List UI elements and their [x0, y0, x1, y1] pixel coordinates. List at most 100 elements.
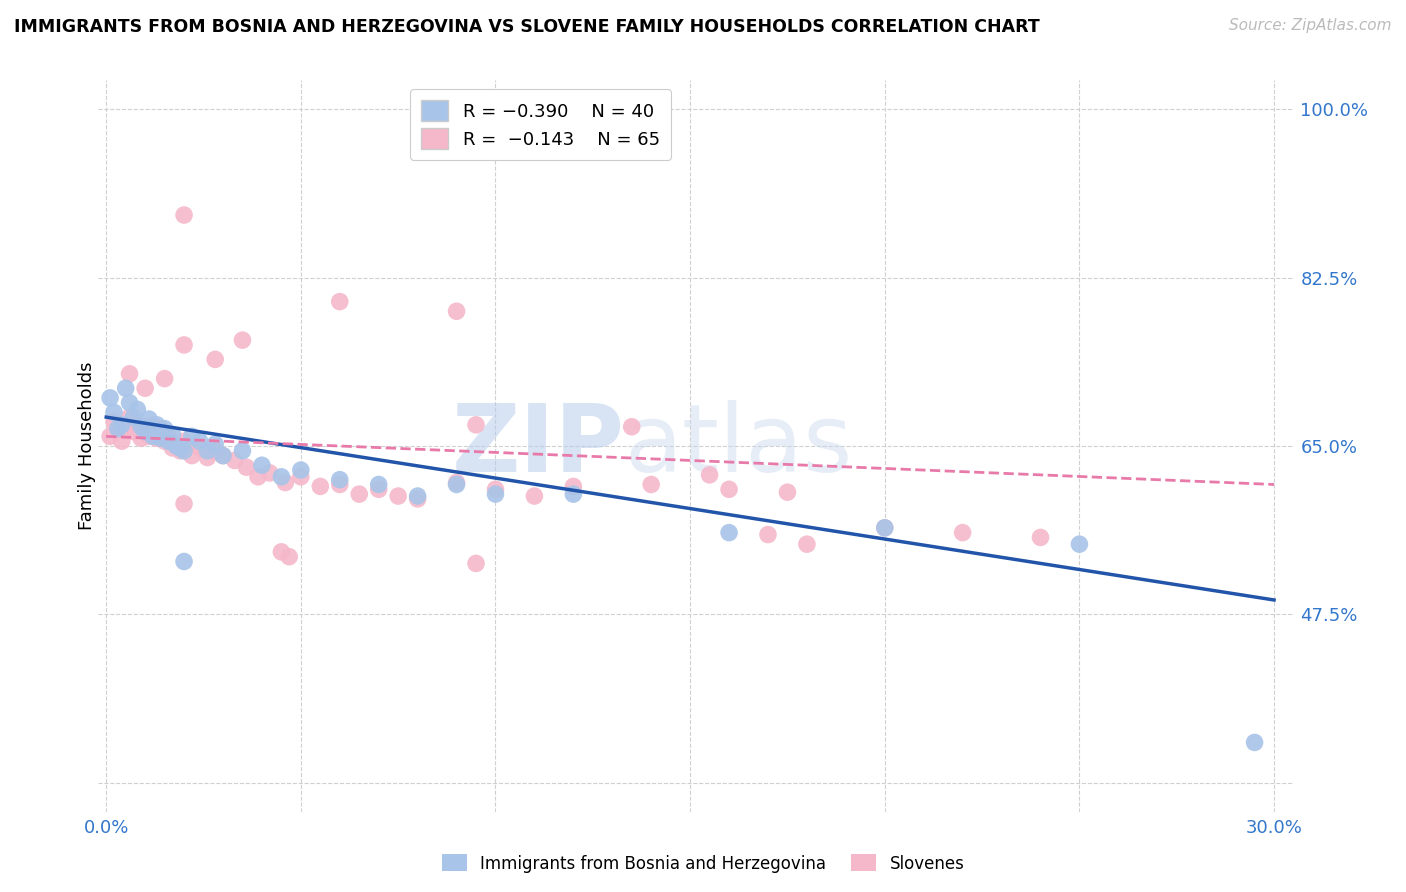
Point	[406, 489, 429, 503]
Point	[278, 549, 301, 564]
Point	[111, 417, 134, 432]
Point	[873, 521, 896, 535]
Point	[142, 417, 165, 432]
Text: IMMIGRANTS FROM BOSNIA AND HERZEGOVINA VS SLOVENE FAMILY HOUSEHOLDS CORRELATION : IMMIGRANTS FROM BOSNIA AND HERZEGOVINA V…	[14, 18, 1040, 36]
Point	[153, 371, 176, 385]
Point	[562, 487, 585, 501]
Legend: R = −0.390    N = 40, R =  −0.143    N = 65: R = −0.390 N = 40, R = −0.143 N = 65	[411, 89, 671, 160]
Point	[142, 429, 165, 443]
Point	[127, 417, 149, 432]
Point	[173, 497, 195, 511]
Point	[157, 434, 180, 449]
Point	[180, 449, 202, 463]
Point	[465, 417, 488, 432]
Point	[197, 450, 219, 465]
Point	[796, 537, 818, 551]
Point	[270, 545, 292, 559]
Point	[98, 391, 121, 405]
Point	[1069, 537, 1091, 551]
Point	[309, 479, 332, 493]
Point	[329, 477, 352, 491]
Point	[165, 439, 187, 453]
Point	[197, 443, 219, 458]
Point	[162, 441, 184, 455]
Point	[484, 487, 506, 501]
Point	[290, 463, 312, 477]
Point	[188, 434, 211, 449]
Point	[231, 333, 253, 347]
Point	[149, 422, 172, 436]
Point	[169, 441, 191, 455]
Point	[165, 437, 187, 451]
Point	[122, 410, 145, 425]
Point	[349, 487, 371, 501]
Point	[162, 427, 184, 442]
Point	[114, 381, 136, 395]
Point	[329, 294, 352, 309]
Point	[465, 557, 488, 571]
Point	[718, 525, 741, 540]
Point	[446, 304, 468, 318]
Point	[173, 554, 195, 568]
Point	[153, 434, 176, 449]
Point	[274, 475, 297, 490]
Text: Source: ZipAtlas.com: Source: ZipAtlas.com	[1229, 18, 1392, 33]
Point	[367, 483, 389, 497]
Point	[270, 470, 292, 484]
Text: ZIP: ZIP	[451, 400, 624, 492]
Point	[180, 429, 202, 443]
Point	[173, 434, 195, 449]
Point	[103, 415, 125, 429]
Point	[169, 443, 191, 458]
Point	[149, 431, 172, 445]
Point	[1243, 735, 1265, 749]
Point	[127, 402, 149, 417]
Point	[212, 449, 235, 463]
Point	[173, 443, 195, 458]
Point	[188, 441, 211, 455]
Point	[718, 483, 741, 497]
Point	[562, 479, 585, 493]
Point	[173, 208, 195, 222]
Point	[329, 473, 352, 487]
Point	[776, 485, 799, 500]
Point	[406, 491, 429, 506]
Point	[138, 429, 160, 443]
Point	[367, 477, 389, 491]
Point	[107, 422, 129, 436]
Legend: Immigrants from Bosnia and Herzegovina, Slovenes: Immigrants from Bosnia and Herzegovina, …	[434, 847, 972, 880]
Point	[157, 429, 180, 443]
Point	[98, 429, 121, 443]
Point	[231, 443, 253, 458]
Point	[173, 338, 195, 352]
Point	[1029, 530, 1052, 544]
Point	[212, 449, 235, 463]
Point	[756, 527, 779, 541]
Point	[952, 525, 974, 540]
Point	[204, 352, 226, 367]
Point	[118, 395, 141, 409]
Point	[290, 470, 312, 484]
Point	[122, 425, 145, 439]
Point	[484, 483, 506, 497]
Point	[146, 431, 169, 445]
Point	[259, 466, 281, 480]
Point	[446, 475, 468, 490]
Point	[134, 425, 156, 439]
Point	[146, 417, 169, 432]
Point	[620, 419, 643, 434]
Point	[129, 419, 152, 434]
Point	[118, 367, 141, 381]
Point	[129, 431, 152, 445]
Point	[250, 458, 273, 473]
Text: atlas: atlas	[624, 400, 852, 492]
Point	[873, 521, 896, 535]
Point	[204, 443, 226, 458]
Point	[247, 470, 270, 484]
Point	[204, 437, 226, 451]
Point	[134, 381, 156, 395]
Y-axis label: Family Households: Family Households	[79, 362, 96, 530]
Point	[114, 422, 136, 436]
Point	[111, 434, 134, 449]
Point	[103, 405, 125, 419]
